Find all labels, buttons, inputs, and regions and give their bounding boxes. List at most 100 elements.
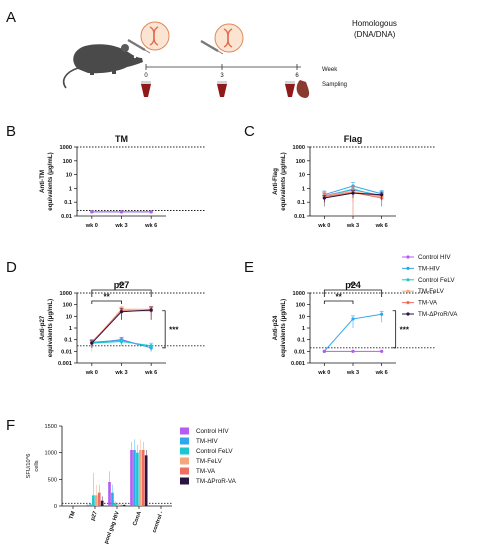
data-point (149, 210, 153, 214)
data-point (322, 196, 326, 200)
y-tick-label: 1500 (45, 424, 57, 430)
legend-item: Control FeLV (402, 277, 455, 284)
bar (122, 504, 126, 506)
legend-item: TM-HIV (180, 437, 218, 445)
bar (86, 504, 89, 506)
x-tick-label: wk 0 (85, 223, 98, 229)
x-tick-label: ConA (132, 511, 143, 527)
y-tick-label: 1000 (293, 145, 305, 151)
legend-label: TM-ΔProR-VA (196, 478, 237, 485)
bar (89, 504, 92, 506)
significance-bracket (323, 300, 354, 304)
significance-bracket (91, 300, 122, 304)
y-tick-label: 1000 (293, 291, 305, 297)
legend-label: Control FeLV (418, 277, 455, 284)
legend-item: Control HIV (180, 427, 229, 435)
y-tick-label: 0 (54, 504, 57, 510)
y-tick-label: 0.1 (64, 200, 72, 206)
y-axis-label-line: cells (34, 460, 40, 471)
chart-title: p24 (345, 280, 361, 290)
y-tick-label: 10 (66, 314, 72, 320)
data-point (149, 344, 153, 348)
y-axis-label-line: Anti-TM (39, 170, 46, 193)
data-point (322, 349, 326, 353)
bar (139, 450, 142, 506)
y-axis-label-line: Anti-p24 (272, 315, 279, 340)
y-axis-label-line: Anti-p27 (39, 315, 46, 340)
y-tick-label: 0.01 (294, 349, 305, 355)
x-tick-label: wk 0 (317, 370, 330, 376)
legend-label: Control HIV (418, 254, 451, 261)
bar (130, 450, 133, 506)
y-tick-label: 0.01 (294, 214, 305, 220)
y-axis-label: Anti-p27equivalents (μg/mL) (39, 299, 54, 357)
data-point (119, 310, 124, 314)
data-point (149, 308, 153, 312)
bar (114, 503, 117, 506)
y-tick-label: 100 (296, 303, 305, 309)
panel-letter-d: D (6, 259, 17, 276)
legend-label: TM-FeLV (196, 458, 223, 465)
syringe-dna-icon (200, 23, 244, 55)
y-axis-label-line: SFU/10^6 (26, 454, 32, 479)
y-axis-label: Anti-TMequivalents (μg/mL) (39, 152, 54, 210)
timeline-week-label: Week (322, 67, 338, 73)
bar (100, 500, 104, 506)
timeline-sampling-label: Sampling (322, 82, 347, 88)
series-tm-pror-va (322, 190, 384, 203)
legend-label: TM-VA (418, 300, 438, 307)
significance-bracket (162, 310, 166, 349)
chart-title: Flag (344, 134, 363, 144)
series-tm-pror-va (89, 306, 154, 348)
bar (133, 450, 136, 506)
legend-label: TM-VA (196, 468, 216, 475)
legend-item: TM-VA (402, 300, 438, 307)
schematic-header-line2: (DNA/DNA) (354, 30, 396, 39)
bar (92, 495, 95, 506)
y-tick-label: 1 (302, 186, 305, 192)
syringe-dna-icon (127, 21, 170, 54)
legend-item: TM-FeLV (180, 457, 223, 465)
data-point (90, 341, 94, 345)
legend-label: Control FeLV (196, 448, 233, 455)
significance-label: *** (400, 325, 410, 334)
panel-letter-f: F (6, 417, 15, 434)
data-point (380, 312, 384, 316)
y-tick-label: 100 (296, 159, 305, 165)
x-tick-label: wk 6 (144, 223, 157, 229)
legend-bottom: Control HIV TM-HIV Control FeLV TM-FeLV TM-V… (180, 427, 237, 485)
chart-p27: p27 0.001 0.01 0.1 1 10 100 1000 wk 0 wk 3 wk 6 Ant… (39, 280, 206, 376)
legend-marker (406, 312, 410, 316)
legend-swatch (180, 457, 189, 465)
bar (95, 495, 98, 506)
y-tick-label: 0.01 (61, 214, 72, 220)
data-point (351, 191, 355, 195)
chart-tm: TM 0.01 0.1 1 10 100 1000 wk 0 wk 3 wk 6 Anti-TMeq… (39, 134, 206, 229)
y-axis-label: Anti-p24equivalents (μg/mL) (272, 299, 287, 357)
spleen-icon (296, 80, 310, 98)
x-tick-label: wk 6 (375, 370, 388, 376)
legend-label: TM-ΔProR/VA (418, 311, 458, 318)
y-tick-label: 0.01 (61, 349, 72, 355)
y-tick-label: 1 (302, 326, 305, 332)
y-tick-label: 100 (63, 159, 72, 165)
y-tick-label: 1000 (60, 291, 72, 297)
legend-marker (406, 266, 410, 270)
legend-item: Control FeLV (180, 447, 233, 455)
series-control-hiv (322, 349, 384, 353)
legend-swatch (180, 437, 189, 445)
y-axis-label: SFU/10^6 cells (26, 454, 40, 479)
y-tick-label: 0.001 (58, 361, 72, 367)
x-tick-label: wk 3 (114, 223, 127, 229)
significance-bracket (91, 289, 152, 297)
panel-letter-b: B (6, 123, 16, 140)
y-axis-label-line: Anti-Flag (272, 168, 279, 195)
bar (97, 492, 101, 506)
bar (144, 455, 148, 506)
chart-title: p27 (114, 280, 130, 290)
x-tick-label: TM (68, 510, 77, 520)
panel-a: A Homologous (DNA/DNA) (6, 9, 397, 98)
x-tick-label: wk 0 (85, 370, 98, 376)
y-tick-label: 0.1 (297, 200, 305, 206)
